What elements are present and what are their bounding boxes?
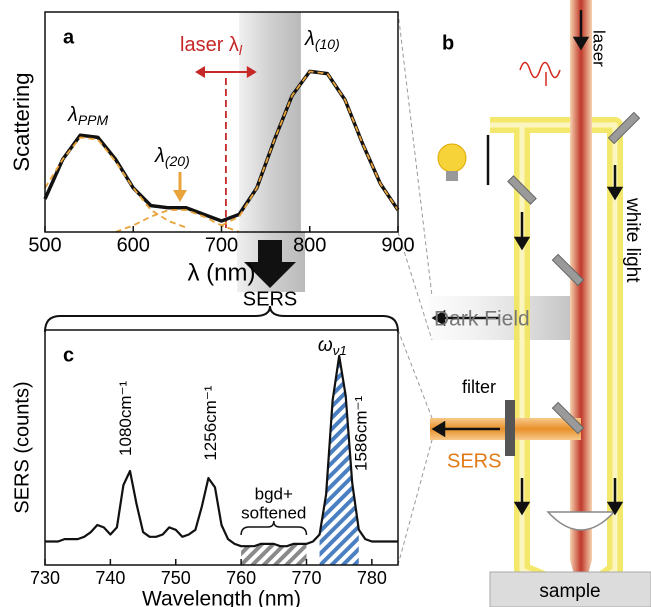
x-tick-label: 600 xyxy=(117,234,150,256)
spectrum-line xyxy=(43,69,400,223)
sample-label: sample xyxy=(539,581,600,602)
x-tick-label: 800 xyxy=(293,234,326,256)
hatched-region xyxy=(319,355,359,565)
bulb-base xyxy=(446,171,458,181)
mirror xyxy=(607,111,641,145)
x-tick-label: 770 xyxy=(291,568,321,588)
x-tick-label: 730 xyxy=(30,568,60,588)
x-tick-label: 740 xyxy=(95,568,125,588)
plot-frame xyxy=(44,329,399,566)
bulb xyxy=(437,143,467,173)
dark-field-label: Dark Field xyxy=(434,308,530,331)
fit-line xyxy=(221,70,399,227)
mirror xyxy=(551,253,585,287)
mirror xyxy=(507,175,537,205)
x-axis-label: Wavelength (nm) xyxy=(142,588,301,607)
brace xyxy=(44,305,399,333)
fit-line xyxy=(44,136,187,229)
peak-label: 1586cm⁻¹ xyxy=(352,396,371,471)
panel-label: c xyxy=(63,344,74,366)
annotation: λPPM xyxy=(67,104,109,127)
pulse-icon xyxy=(519,61,561,79)
annotation: λ(20) xyxy=(154,145,190,168)
annotation-text: laser λ xyxy=(180,34,239,56)
connector xyxy=(397,439,433,566)
sers-label: SERS xyxy=(447,450,501,472)
arrow-head xyxy=(513,236,531,251)
laser-label: laser xyxy=(590,30,609,67)
x-tick-label: 780 xyxy=(357,568,387,588)
peak-label: 1080cm⁻¹ xyxy=(116,380,135,455)
arrow-head xyxy=(431,420,446,438)
filter-label: filter xyxy=(462,377,496,397)
arrow-head xyxy=(513,501,531,516)
arrow-head xyxy=(195,66,206,78)
y-axis-label: Scattering xyxy=(9,72,34,171)
annotation-subscript: l xyxy=(239,42,243,58)
mirror xyxy=(551,401,585,435)
y-axis-label: SERS (counts) xyxy=(11,381,33,513)
shaded-band xyxy=(239,12,301,232)
x-tick-label: 750 xyxy=(161,568,191,588)
annotation-text: λ xyxy=(304,28,315,50)
annotation: softened xyxy=(241,503,306,522)
annotation-text: λ xyxy=(154,145,165,167)
arrow-head xyxy=(431,309,446,327)
spectrum-line xyxy=(45,354,398,548)
annotation-subscript: ν1 xyxy=(333,343,347,358)
connector xyxy=(397,329,433,419)
annotation: λ(10) xyxy=(304,28,340,51)
annotation-subscript: PPM xyxy=(78,112,109,128)
brace-label: SERS xyxy=(243,288,297,310)
x-tick-label: 900 xyxy=(381,234,414,256)
arrow-head xyxy=(173,190,187,202)
annotation: laser λl xyxy=(180,34,243,57)
panel-label: b xyxy=(442,32,454,54)
annotation: bgd+ xyxy=(255,484,293,503)
annotation-text: ω xyxy=(318,335,333,356)
white-light-label: white light xyxy=(622,197,643,283)
sample-stage xyxy=(489,571,651,607)
annotation-subscript: (20) xyxy=(165,153,190,169)
peak-label: 1256cm⁻¹ xyxy=(201,385,220,460)
down-arrow xyxy=(244,240,296,288)
lens xyxy=(546,511,616,531)
x-axis-label: λ (nm) xyxy=(188,259,256,286)
hatched-region xyxy=(241,543,307,565)
arrow-head xyxy=(246,66,257,78)
filter xyxy=(505,400,515,456)
arrow-head xyxy=(606,501,624,516)
connector xyxy=(397,11,433,297)
annotation-subscript: (10) xyxy=(315,36,340,52)
x-tick-label: 700 xyxy=(205,234,238,256)
setup-diagram: b laser white light Dark Field filter SE… xyxy=(430,0,651,607)
arrow-head xyxy=(572,36,590,51)
annotation: ων1 xyxy=(318,335,347,358)
laser-beam xyxy=(570,0,592,600)
connector xyxy=(397,231,433,341)
fit-line xyxy=(115,209,240,233)
brace xyxy=(240,520,308,536)
x-tick-label: 500 xyxy=(28,234,61,256)
annotation-text: λ xyxy=(67,104,78,126)
x-tick-label: 760 xyxy=(226,568,256,588)
panel-label: a xyxy=(63,26,75,48)
arrow-head xyxy=(606,186,624,201)
